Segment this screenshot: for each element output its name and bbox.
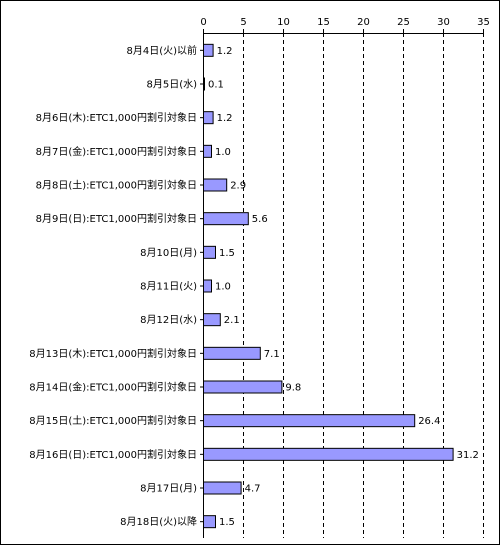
category-label: 8月7日(金):ETC1,000円割引対象日 bbox=[36, 145, 197, 158]
bar bbox=[203, 279, 212, 293]
bar bbox=[203, 245, 216, 259]
bar bbox=[203, 346, 261, 360]
bar bbox=[203, 380, 283, 394]
category-label: 8月15日(土):ETC1,000円割引対象日 bbox=[29, 414, 197, 427]
data-label: 1.0 bbox=[215, 147, 231, 158]
category-label: 8月16日(日):ETC1,000円割引対象日 bbox=[29, 448, 197, 461]
data-label: 1.0 bbox=[215, 282, 231, 293]
category-label: 8月14日(金):ETC1,000円割引対象日 bbox=[29, 381, 197, 394]
bar bbox=[203, 212, 249, 226]
x-tick-label: 20 bbox=[357, 17, 370, 28]
bar bbox=[203, 144, 212, 158]
x-tick-label: 10 bbox=[277, 17, 290, 28]
bar bbox=[203, 447, 454, 461]
data-label: 4.7 bbox=[245, 484, 261, 495]
category-label: 8月17日(月) bbox=[140, 483, 197, 495]
x-tick-label: 5 bbox=[240, 17, 246, 28]
category-label: 8月12日(水) bbox=[140, 314, 197, 326]
category-label: 8月8日(土):ETC1,000円割引対象日 bbox=[36, 179, 197, 192]
category-label: 8月6日(木):ETC1,000円割引対象日 bbox=[36, 111, 197, 124]
plot-area bbox=[203, 33, 483, 538]
bar bbox=[203, 43, 214, 57]
data-label: 9.8 bbox=[285, 383, 301, 394]
category-label: 8月13日(木):ETC1,000円割引対象日 bbox=[29, 347, 197, 360]
bar bbox=[203, 414, 416, 428]
data-label: 1.2 bbox=[217, 46, 233, 57]
bar bbox=[203, 515, 216, 529]
x-tick-label: 35 bbox=[477, 17, 490, 28]
category-label: 8月10日(月) bbox=[140, 247, 197, 259]
data-label: 31.2 bbox=[457, 450, 479, 461]
bar bbox=[203, 178, 228, 192]
data-label: 1.5 bbox=[219, 517, 235, 528]
bar bbox=[203, 111, 214, 125]
data-label: 26.4 bbox=[418, 416, 440, 427]
x-tick-label: 0 bbox=[200, 17, 206, 28]
category-label: 8月18日(火)以降 bbox=[120, 515, 197, 528]
category-label: 8月5日(水) bbox=[146, 79, 197, 91]
category-label: 8月4日(火)以前 bbox=[126, 44, 197, 57]
data-label: 7.1 bbox=[264, 349, 280, 360]
data-label: 1.5 bbox=[219, 248, 235, 259]
data-label: 1.2 bbox=[217, 113, 233, 124]
data-label: 2.9 bbox=[230, 181, 246, 192]
data-label: 5.6 bbox=[252, 214, 268, 225]
data-label: 0.1 bbox=[208, 80, 224, 91]
data-label: 2.1 bbox=[224, 315, 240, 326]
category-label: 8月11日(火) bbox=[140, 281, 197, 293]
bar bbox=[203, 313, 221, 327]
category-label: 8月9日(日):ETC1,000円割引対象日 bbox=[36, 212, 197, 225]
x-tick-label: 15 bbox=[317, 17, 330, 28]
x-tick-label: 30 bbox=[437, 17, 450, 28]
bar bbox=[203, 481, 242, 495]
x-tick-label: 25 bbox=[397, 17, 410, 28]
